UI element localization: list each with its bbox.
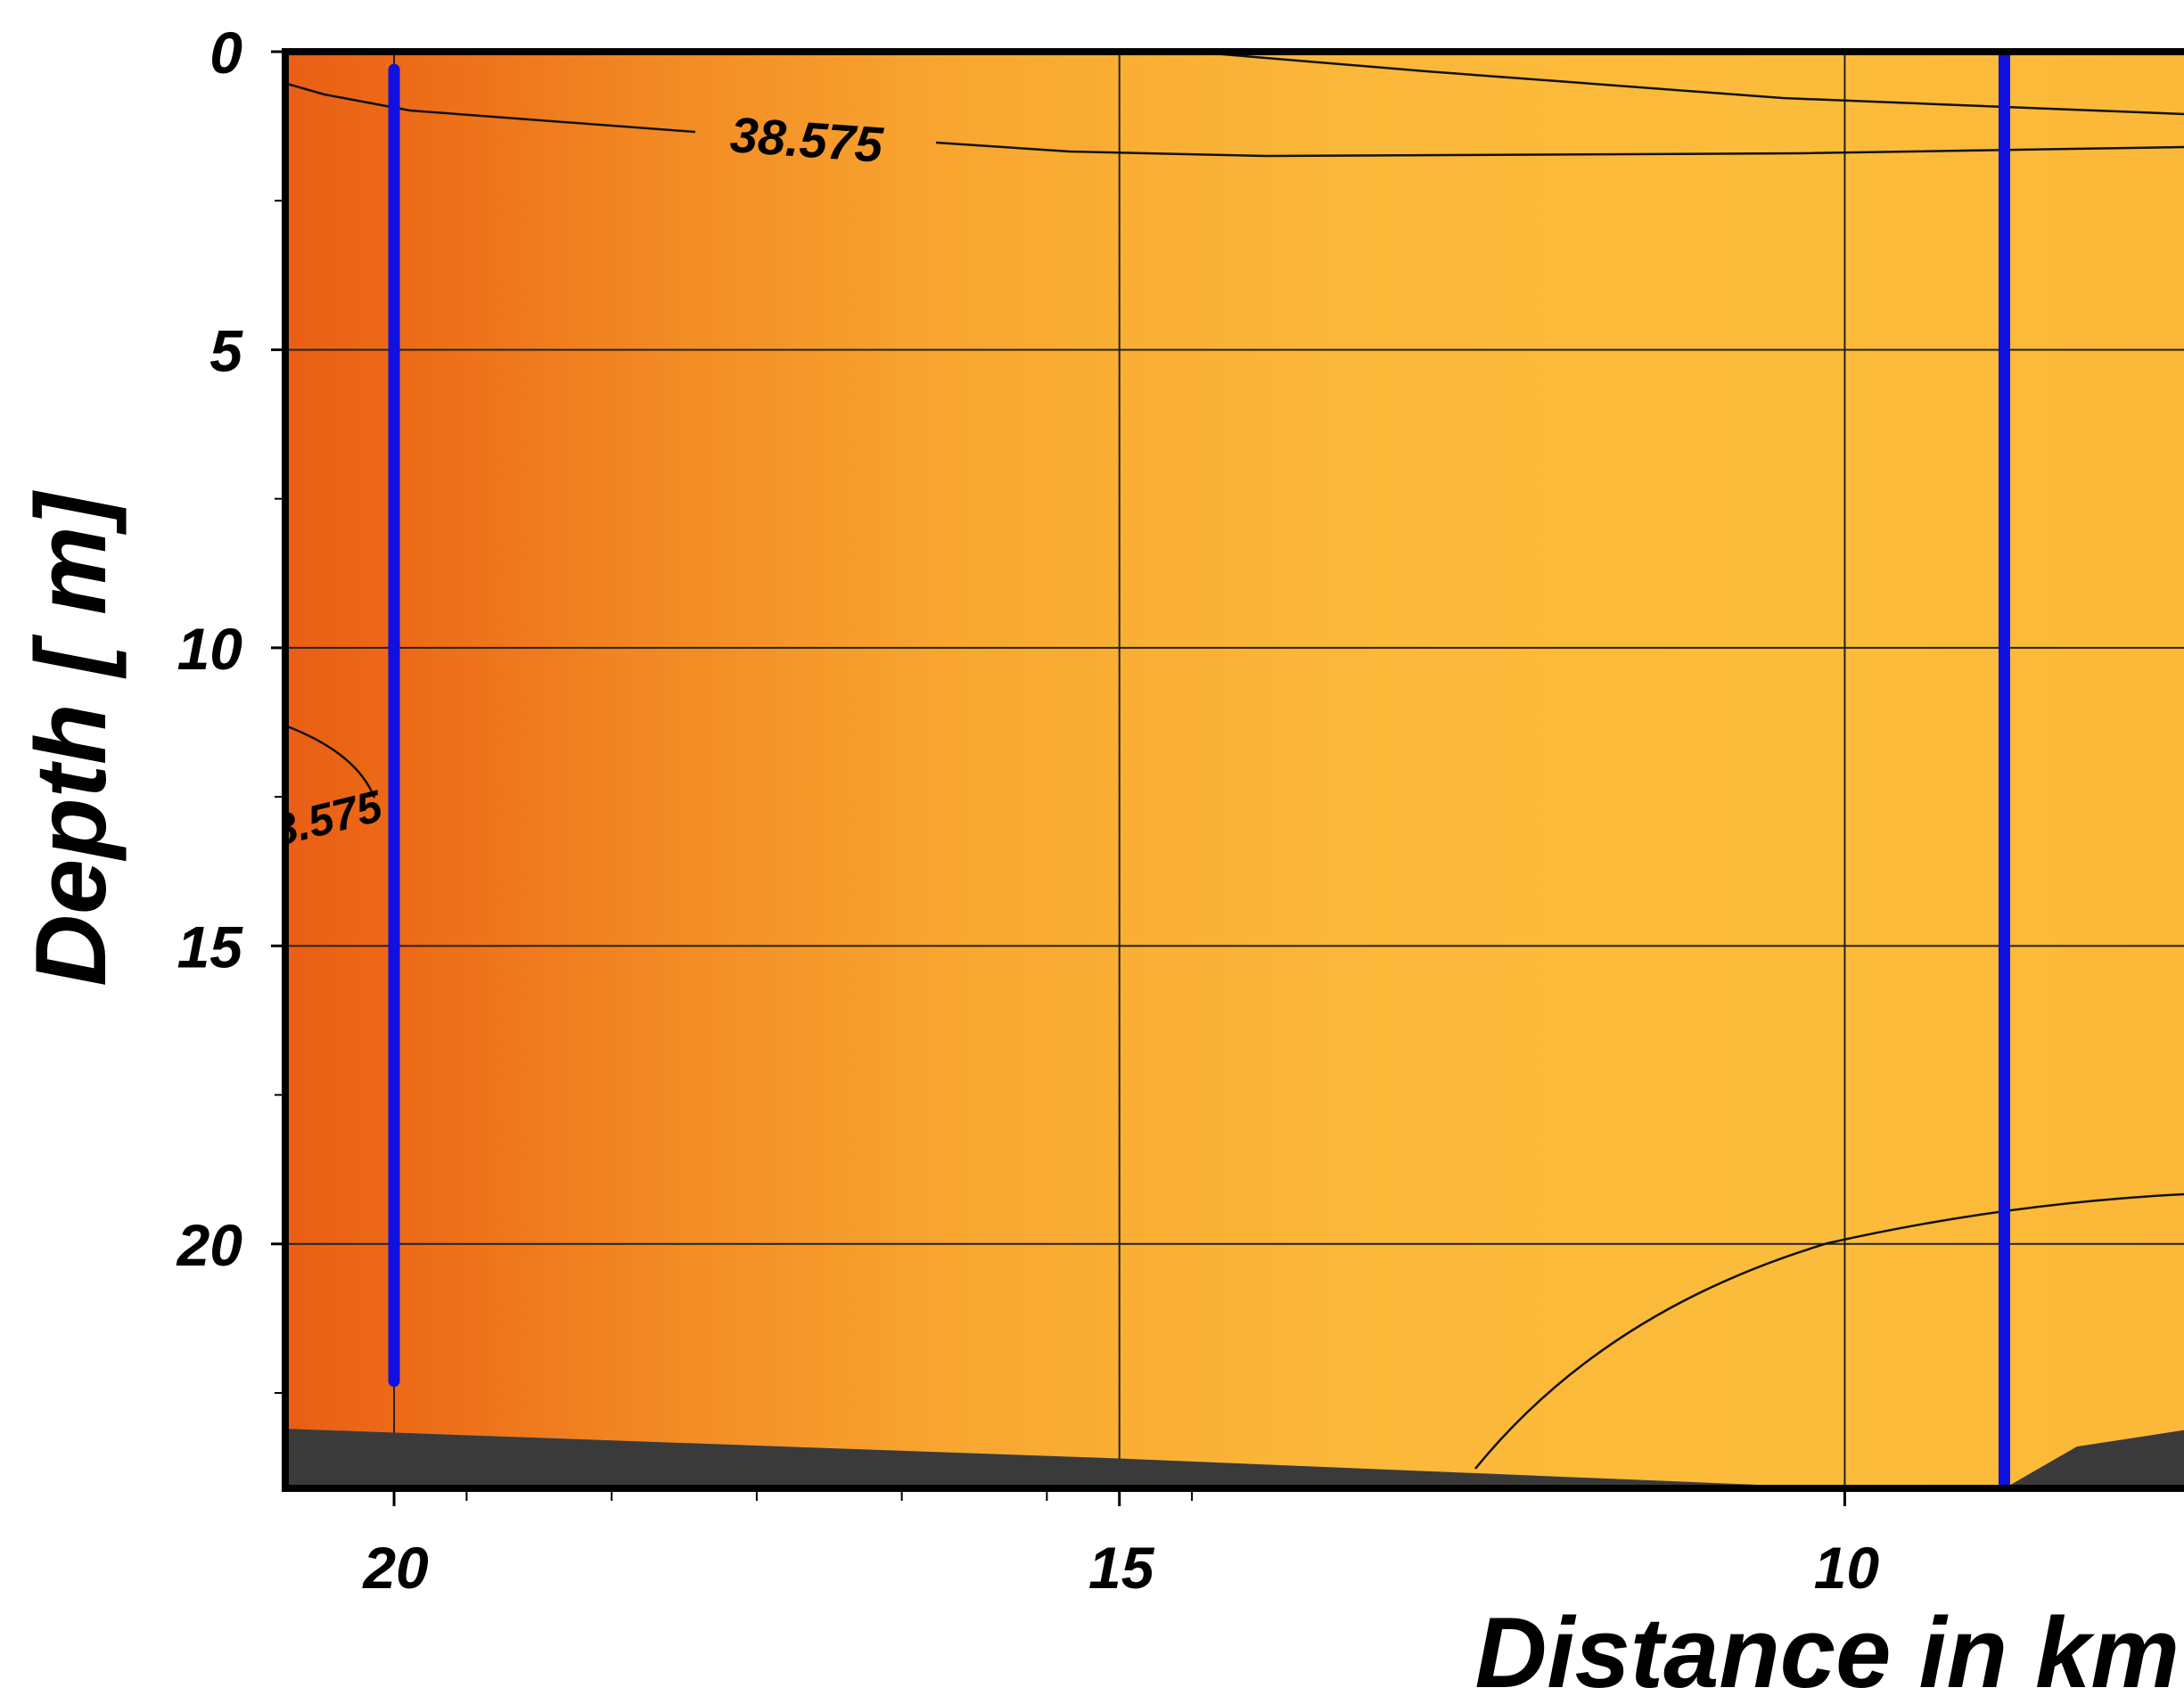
y-tick-label-0: 0: [209, 20, 242, 86]
contour-label-surface: 38.575: [728, 106, 885, 173]
contour-line-left-bulge: [286, 725, 376, 799]
salinity-field: [285, 52, 2184, 1488]
contour-line-surface: [286, 82, 696, 134]
plot-frame: [282, 48, 2184, 1492]
station-lines: [388, 52, 2010, 1488]
contour-lines: [286, 52, 2184, 1470]
x-axis-title: Distance in km: [1474, 1597, 2180, 1696]
x-tick-label-0: 20: [361, 1535, 429, 1601]
x-tick-label-1: 15: [1088, 1535, 1155, 1601]
contour-line-bottom-right: [1474, 1192, 2184, 1470]
seafloor-area: [285, 1429, 2184, 1488]
contour-line-surface-right: [935, 141, 2184, 158]
contour-line-top-right: [1211, 52, 2184, 116]
y-tick-label-3: 15: [177, 914, 244, 979]
y-axis-title: Depth [ m]: [15, 489, 127, 986]
y-tick-label-2: 10: [177, 616, 243, 682]
y-tick-label-1: 5: [209, 317, 243, 383]
grid-lines: [285, 52, 2184, 1488]
x-tick-label-2: 10: [1814, 1535, 1880, 1601]
y-tick-label-4: 20: [176, 1212, 243, 1278]
